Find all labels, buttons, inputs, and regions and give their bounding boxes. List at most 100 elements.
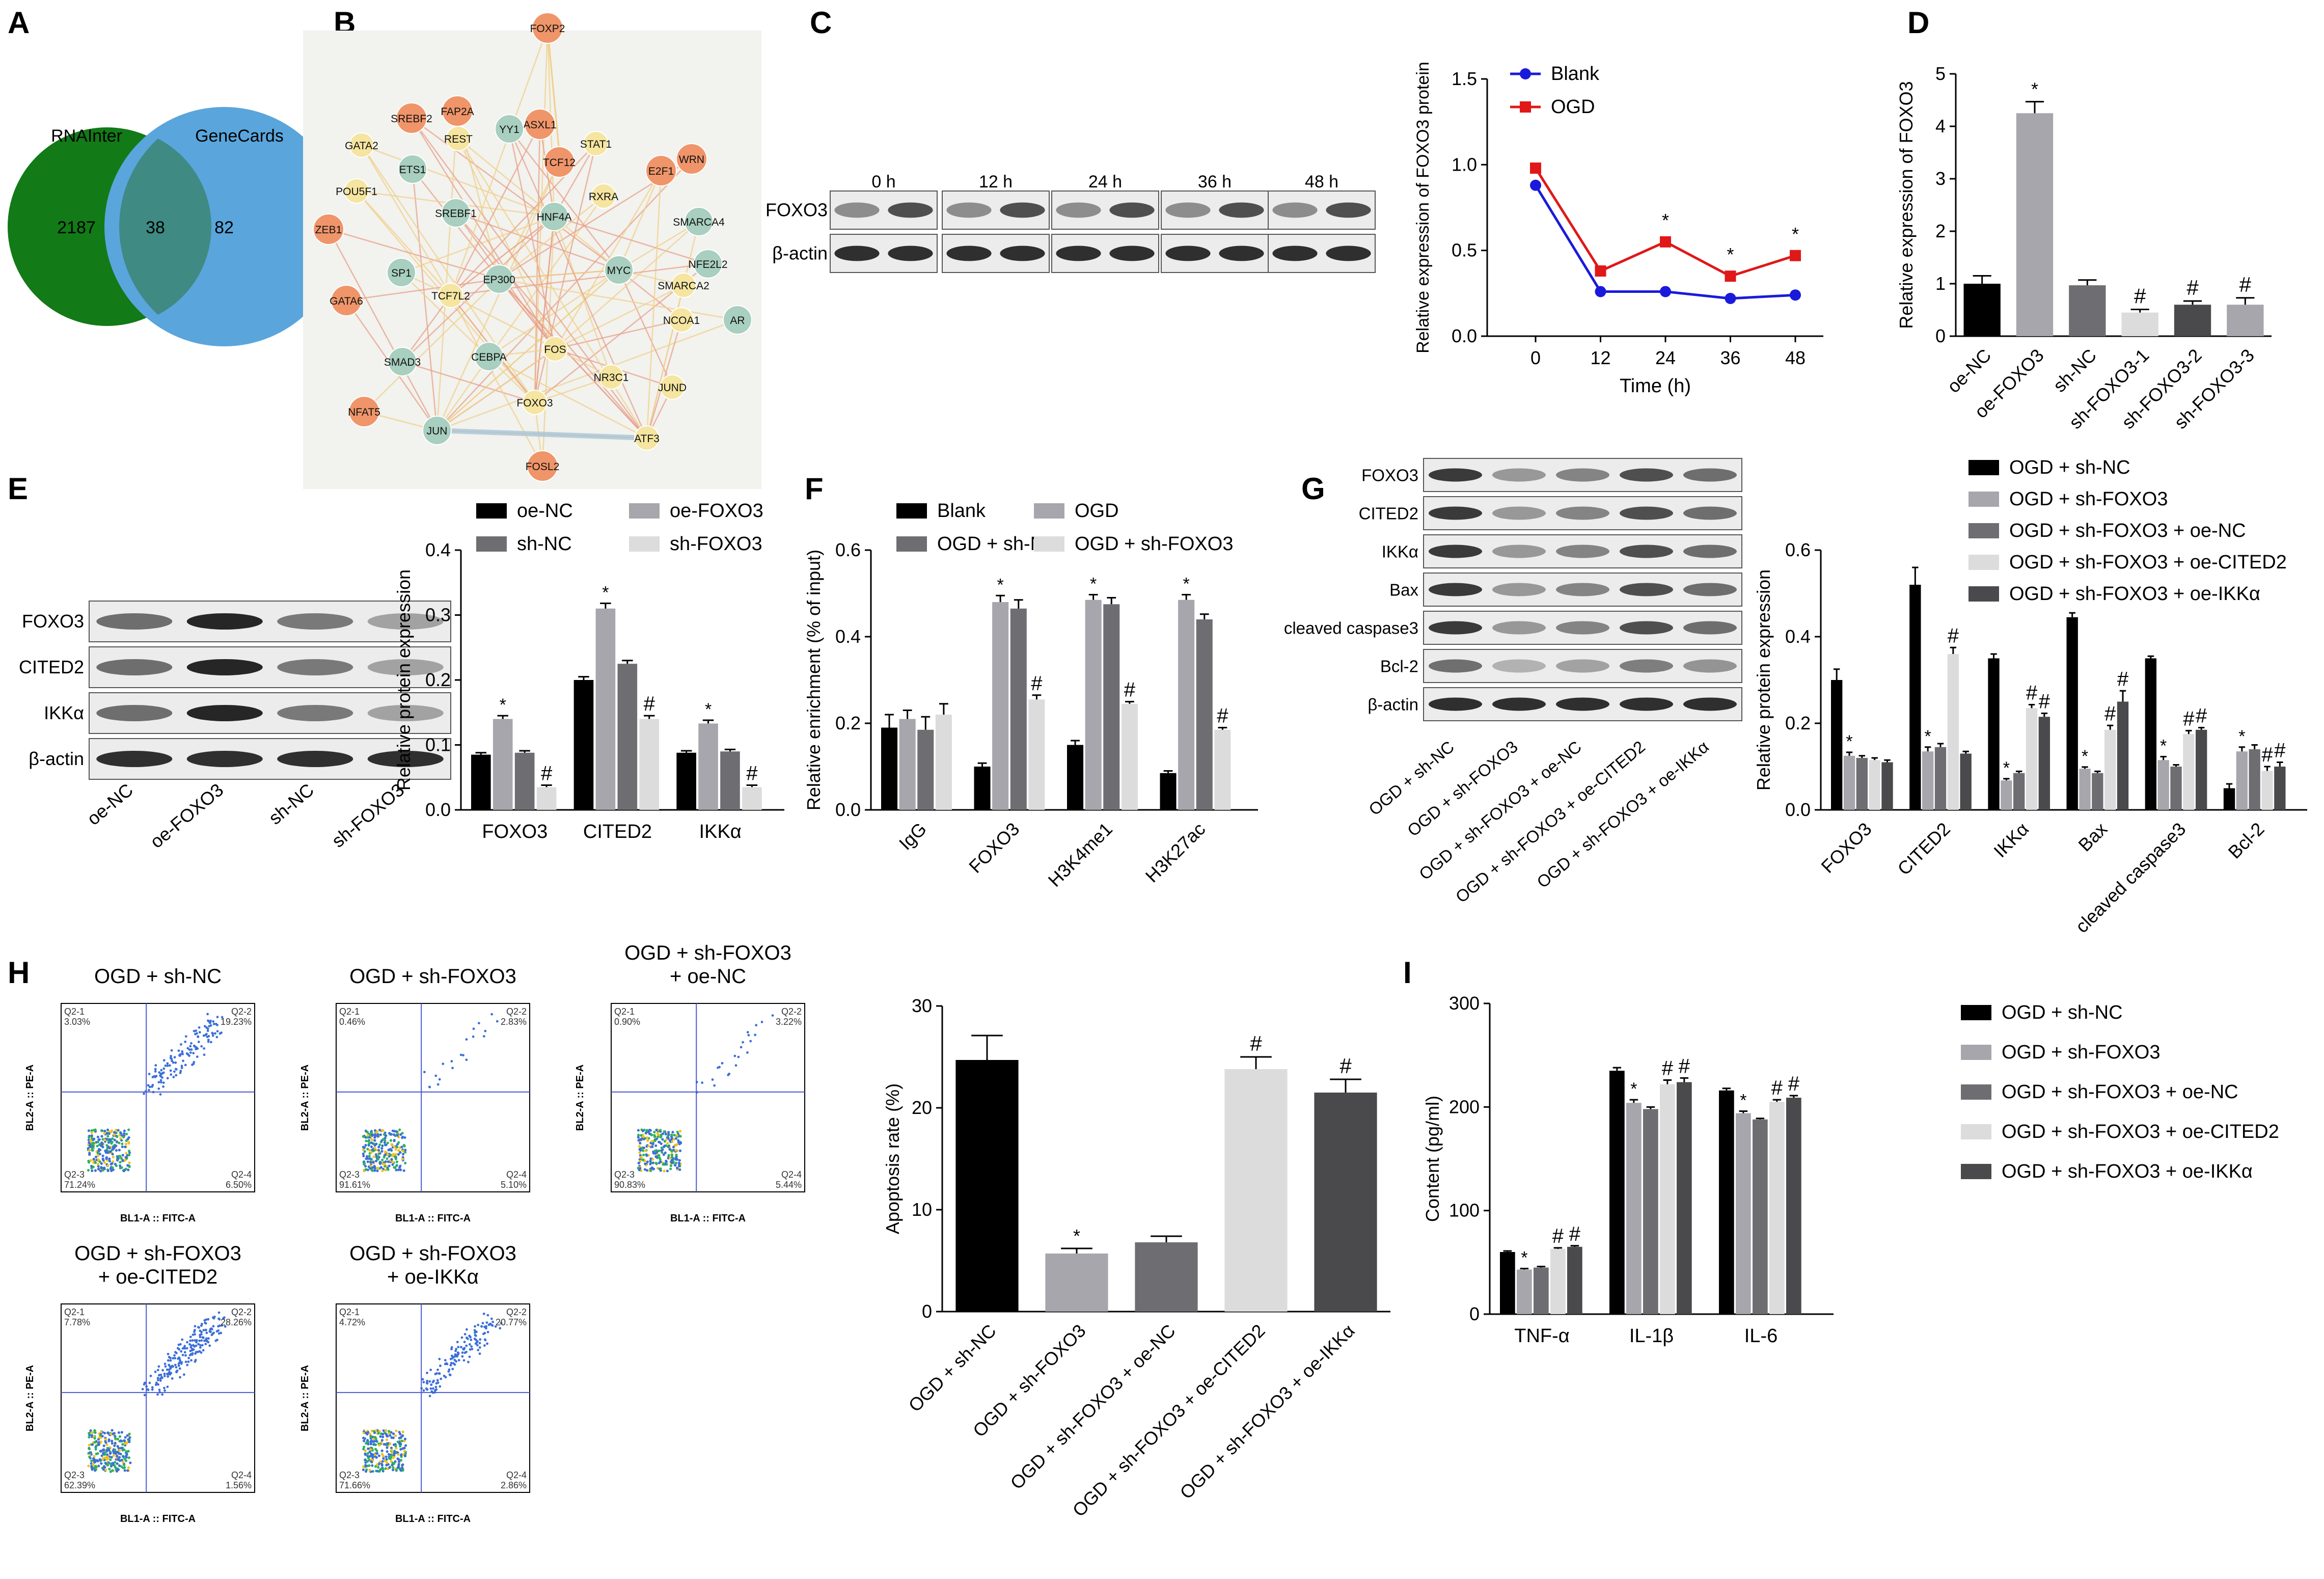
flow-dot: [177, 1049, 180, 1052]
flow-dot: [486, 1342, 488, 1345]
bar: [2066, 617, 2078, 810]
legend-swatch: [1968, 523, 1999, 538]
flow-dot: [105, 1144, 108, 1147]
flow-dot: [650, 1140, 653, 1143]
flow-plot-dots: [87, 1013, 224, 1173]
flow-plot-dots: [362, 1013, 499, 1173]
bar: [2274, 767, 2286, 810]
flow-dot: [154, 1076, 157, 1078]
flow-dot: [184, 1354, 187, 1357]
x-tick-label: FOXO3: [482, 821, 548, 842]
y-tick-label: 0.2: [425, 669, 451, 690]
flow-dot: [677, 1164, 681, 1167]
flow-quadrant-value: 5.44%: [776, 1180, 802, 1190]
flow-dot: [121, 1159, 124, 1162]
flow-dot: [87, 1168, 90, 1172]
flow-dot: [89, 1159, 92, 1162]
flow-dot: [114, 1441, 117, 1445]
flow-dot: [403, 1136, 406, 1139]
blot-band: [96, 613, 173, 630]
flow-dot: [461, 1355, 464, 1358]
flow-dot: [217, 1317, 221, 1320]
flow-quadrant-value: 3.22%: [776, 1017, 802, 1027]
flow-dot: [186, 1047, 189, 1050]
flow-dot: [733, 1054, 736, 1057]
flow-dot: [435, 1388, 438, 1391]
blot-band: [1492, 697, 1546, 711]
legend-swatch: [1968, 492, 1999, 507]
flow-dot: [127, 1153, 131, 1157]
flow-dot: [128, 1436, 131, 1439]
flow-dot: [163, 1375, 166, 1377]
flow-dot: [747, 1033, 750, 1037]
network-node-label: SREBF2: [391, 113, 432, 125]
flow-dot: [380, 1453, 384, 1456]
bar: [2117, 701, 2129, 810]
flow-dot: [368, 1141, 371, 1145]
flow-dot: [90, 1466, 93, 1469]
network-node: [484, 264, 514, 294]
data-point: [1530, 179, 1541, 191]
flow-dot: [189, 1339, 192, 1342]
flow-dot: [154, 1064, 157, 1067]
bar: [2249, 749, 2260, 810]
venn-right-count: 82: [214, 218, 234, 237]
y-tick-label: 0.2: [1785, 713, 1811, 733]
y-tick-label: 0: [1935, 325, 1946, 346]
flow-dot: [207, 1034, 210, 1038]
y-axis-title: Relative expression of FOXO3: [1896, 81, 1917, 329]
flow-dot: [658, 1156, 661, 1159]
bar: [955, 1060, 1019, 1312]
bar: [2013, 773, 2025, 810]
network-node-label: FOXP2: [530, 23, 565, 35]
flow-dot: [400, 1146, 403, 1149]
x-tick-label: CITED2: [1893, 819, 1954, 880]
flow-dot: [380, 1449, 384, 1452]
flow-dot: [663, 1169, 666, 1173]
flow-dot: [673, 1134, 676, 1137]
flow-dot: [162, 1071, 165, 1074]
flow-dot: [384, 1150, 387, 1153]
flow-dot: [113, 1432, 116, 1435]
flow-dot: [376, 1158, 379, 1161]
flow-dot: [667, 1131, 670, 1134]
bar: [1314, 1093, 1377, 1312]
flow-dot: [112, 1168, 115, 1172]
flow-dot: [158, 1374, 160, 1377]
bar: [676, 752, 696, 810]
legend-swatch: [1961, 1084, 1991, 1100]
flow-dot: [470, 1339, 473, 1341]
flow-dot: [444, 1363, 447, 1366]
network-node-label: YY1: [499, 124, 520, 135]
flow-dot: [99, 1144, 103, 1147]
flow-dot: [641, 1129, 644, 1132]
flow-dot: [182, 1373, 185, 1376]
flow-dot: [397, 1453, 400, 1456]
x-tick-label: TNF-α: [1514, 1325, 1570, 1347]
flow-dot: [382, 1442, 386, 1446]
network-node-label: FOXO3: [516, 397, 553, 409]
flow-dot: [422, 1381, 425, 1383]
flow-dot: [677, 1162, 681, 1165]
flow-dot: [120, 1458, 123, 1461]
flow-dot: [377, 1454, 381, 1457]
network-edge: [546, 28, 561, 164]
y-axis-title: Relative protein expression: [393, 569, 414, 791]
blot-band: [186, 751, 263, 767]
flow-dot: [126, 1137, 129, 1141]
flow-dot: [166, 1062, 169, 1065]
flow-dot: [393, 1166, 396, 1169]
significance-mark: #: [2196, 705, 2207, 727]
flow-dot: [429, 1387, 432, 1390]
bar: [698, 723, 718, 810]
blot-row-label: β-actin: [29, 748, 84, 769]
bar: [2121, 312, 2158, 336]
flow-dot: [367, 1431, 370, 1434]
flow-dot: [171, 1377, 174, 1380]
flow-dot: [754, 1033, 757, 1037]
flow-dot: [171, 1059, 173, 1063]
flow-dot: [162, 1081, 165, 1084]
flow-dot: [88, 1451, 91, 1454]
flow-dot: [475, 1330, 478, 1333]
